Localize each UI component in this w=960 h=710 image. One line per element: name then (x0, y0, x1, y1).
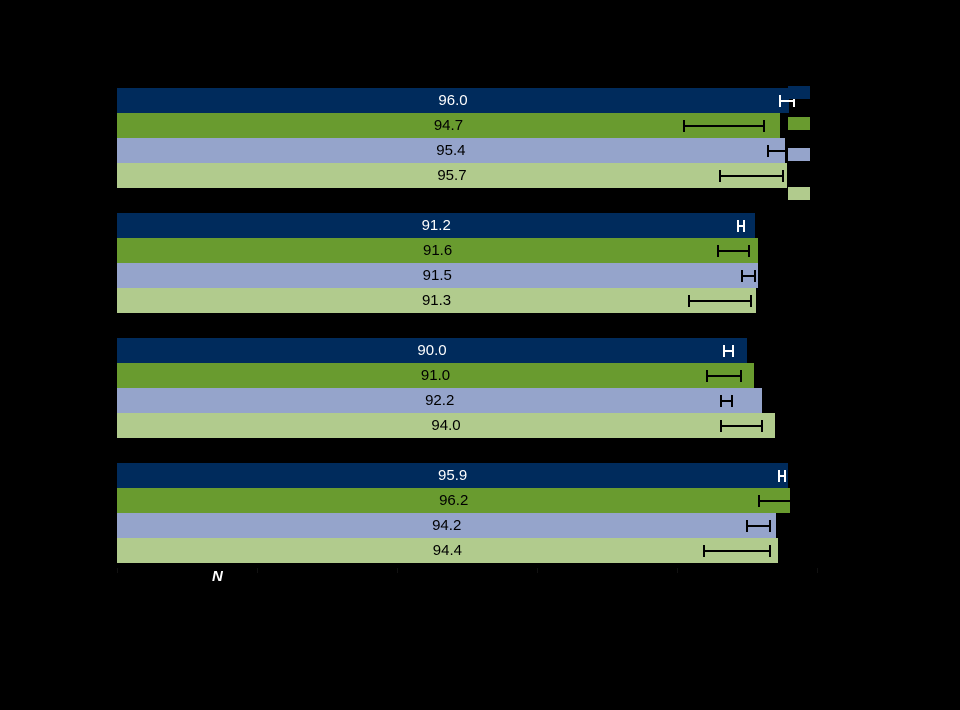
error-bar (720, 395, 733, 407)
error-bar (702, 545, 772, 557)
plot-area: Group 196.094.795.495.7 Group 291.291.691… (117, 88, 817, 568)
bar[interactable] (117, 263, 758, 288)
error-bar-cap-left (716, 245, 719, 257)
error-bar-cap-left (719, 170, 721, 182)
error-bar-cap-right (742, 220, 745, 232)
error-bar-cap-right (789, 495, 792, 507)
bar-row[interactable]: 94.7 (117, 113, 817, 138)
bar-row[interactable]: 91.0 (117, 363, 817, 388)
error-bar (779, 95, 795, 107)
bar[interactable] (117, 488, 791, 513)
error-bar-cap-right (730, 395, 733, 407)
bar[interactable] (117, 463, 789, 488)
legend-swatch (788, 148, 810, 161)
bar[interactable] (117, 538, 778, 563)
error-bar (746, 520, 772, 532)
x-axis-tick (257, 568, 258, 573)
bar-row[interactable]: 96.0 (117, 88, 817, 113)
error-bar-cap-right (740, 370, 743, 382)
error-bar (682, 120, 766, 132)
bar-group: Group 390.091.092.294.0 (117, 338, 817, 438)
bar[interactable] (117, 388, 763, 413)
error-bar-cap-right (748, 245, 751, 257)
error-bar-cap-right (763, 120, 766, 132)
error-bar-cap-left (723, 345, 726, 357)
bar[interactable] (117, 163, 787, 188)
error-bar-cap-left (758, 495, 761, 507)
x-axis-tick (117, 568, 118, 573)
error-bar-cap-left (736, 220, 739, 232)
bar[interactable] (117, 88, 789, 113)
bar[interactable] (117, 363, 754, 388)
x-axis-title: Percent (442, 600, 492, 616)
error-bar (766, 145, 791, 157)
bar-row[interactable]: 94.0 (117, 413, 817, 438)
bar-row[interactable]: 95.7 (117, 163, 817, 188)
error-bar-cap-left (687, 295, 690, 307)
error-bar-cap-right (749, 295, 752, 307)
bar-row[interactable]: 90.0 (117, 338, 817, 363)
x-axis-tick (397, 568, 398, 573)
error-bar-cap-left (719, 420, 722, 432)
bar-group: Group 196.094.795.495.7 (117, 88, 817, 188)
error-bar-cap-right (792, 95, 795, 107)
error-bar (736, 220, 745, 232)
error-bar (777, 470, 787, 482)
bar[interactable] (117, 288, 757, 313)
error-bar-cap-right (731, 345, 734, 357)
error-bar-cap-right (769, 545, 772, 557)
error-bar-cap-left (702, 545, 705, 557)
error-bar-cap-right (754, 270, 757, 282)
error-bar-cap-right (761, 420, 764, 432)
bar[interactable] (117, 113, 780, 138)
error-bar-cap-left (682, 120, 685, 132)
legend-swatch (788, 117, 810, 130)
error-bar (719, 170, 785, 182)
x-axis-tick (817, 568, 818, 573)
error-bar-cap-left (740, 270, 743, 282)
error-bar (705, 370, 743, 382)
bar[interactable] (117, 138, 785, 163)
error-bar-cap-left (777, 470, 780, 482)
bar-row[interactable]: 95.4 (117, 138, 817, 163)
stray-glyph-artifact: N (212, 570, 223, 584)
legend-swatch (788, 187, 810, 200)
error-bar-cap-right (782, 170, 785, 182)
error-bar-cap-left (766, 145, 769, 157)
error-bar-cap-left (746, 520, 749, 532)
error-bar (716, 245, 751, 257)
error-bar (719, 420, 764, 432)
error-bar-cap-right (784, 470, 787, 482)
bar-group: Group 291.291.691.591.3 (117, 213, 817, 313)
bar-row[interactable]: 94.4 (117, 538, 817, 563)
bar-row[interactable]: 91.6 (117, 238, 817, 263)
bar[interactable] (117, 338, 747, 363)
bar-row[interactable]: 91.2 (117, 213, 817, 238)
bar-row[interactable]: 95.9 (117, 463, 817, 488)
x-axis-line (117, 568, 817, 569)
error-bar-cap-left (779, 95, 782, 107)
bar[interactable] (117, 413, 775, 438)
x-axis-tick (677, 568, 678, 573)
bar-row[interactable]: 96.2 (117, 488, 817, 513)
error-bar (687, 295, 752, 307)
legend-swatch (788, 86, 810, 99)
bar-row[interactable]: 91.3 (117, 288, 817, 313)
error-bar-cap-left (720, 395, 723, 407)
error-bar (740, 270, 757, 282)
bar-row[interactable]: 91.5 (117, 263, 817, 288)
x-axis-tick (537, 568, 538, 573)
error-bar (758, 495, 792, 507)
error-bar (723, 345, 734, 357)
error-bar-cap-left (705, 370, 708, 382)
bar[interactable] (117, 213, 756, 238)
bar-row[interactable]: 94.2 (117, 513, 817, 538)
error-bar-cap-right (769, 520, 772, 532)
bar-row[interactable]: 92.2 (117, 388, 817, 413)
bar[interactable] (117, 238, 759, 263)
bar[interactable] (117, 513, 777, 538)
bar-group: Group 495.996.294.294.4 (117, 463, 817, 563)
